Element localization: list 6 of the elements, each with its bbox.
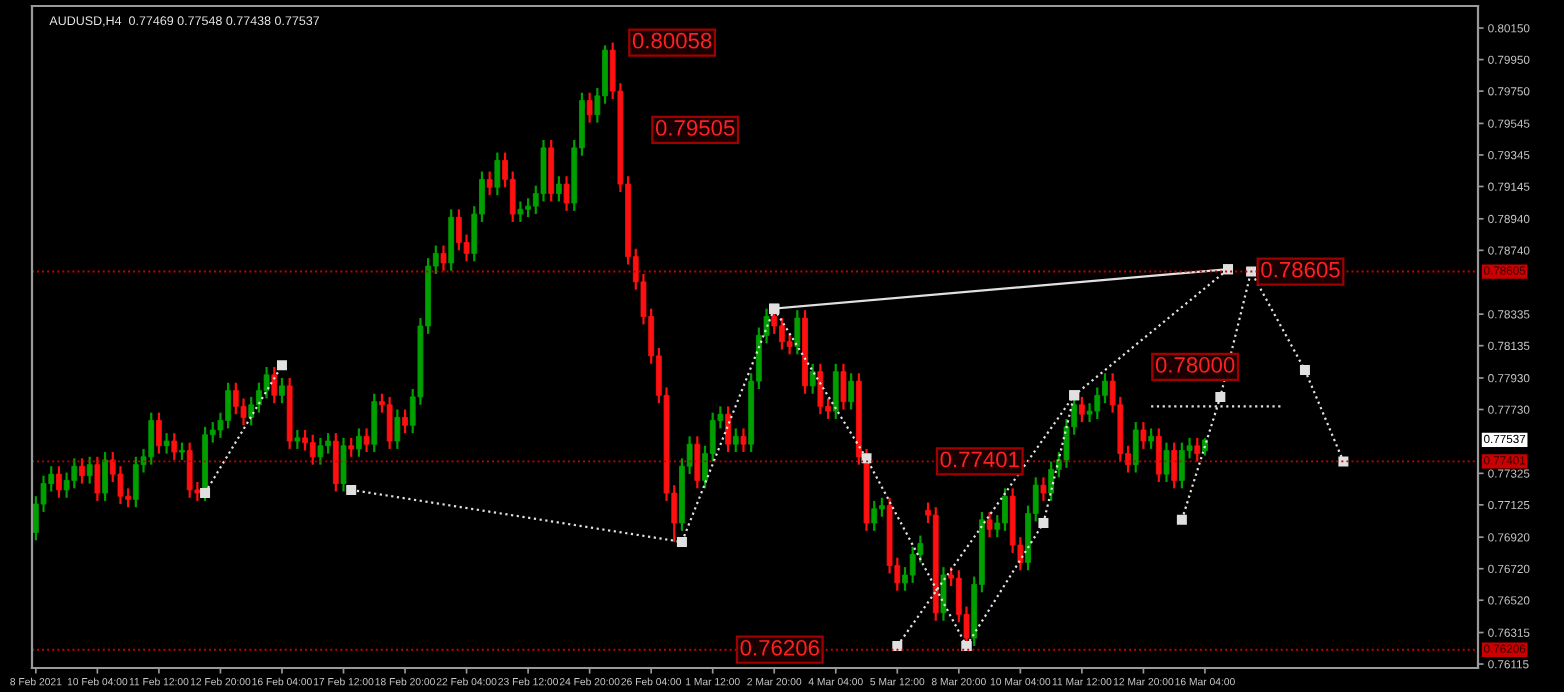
annotation: 0.77401	[940, 451, 1019, 468]
annotation: 0.78605	[1261, 261, 1340, 278]
annotation: 0.79505	[655, 120, 735, 136]
annotation: 0.80058	[632, 32, 712, 49]
annotation: 0.78000	[1155, 357, 1235, 373]
annotation: 0.76206	[740, 639, 819, 656]
